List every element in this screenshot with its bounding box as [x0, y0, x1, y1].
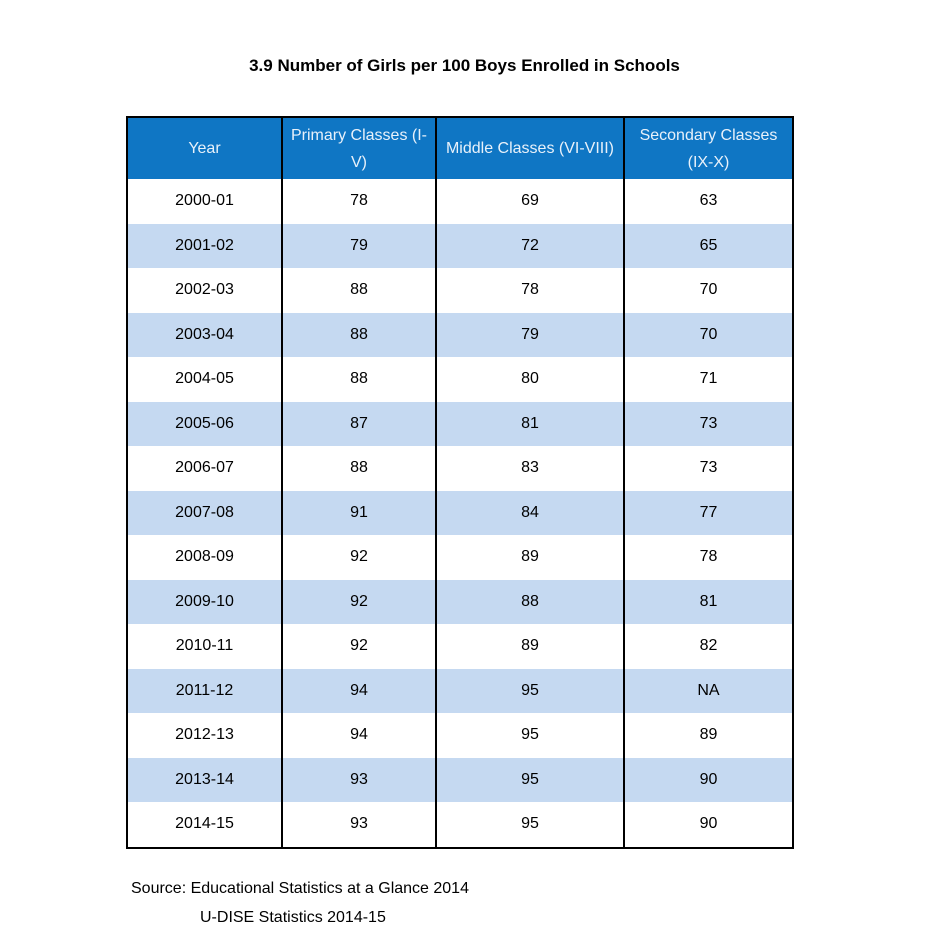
cell-middle: 95: [435, 802, 625, 849]
cell-year: 2004-05: [126, 357, 283, 402]
cell-primary: 88: [281, 446, 437, 491]
table-row: 2011-12 94 95 NA: [126, 668, 794, 713]
cell-secondary: 90: [623, 757, 794, 802]
cell-secondary: 82: [623, 624, 794, 669]
table-row: 2005-06 87 81 73: [126, 401, 794, 446]
cell-middle: 95: [435, 713, 625, 758]
header-primary: Primary Classes (I-V): [281, 116, 437, 179]
header-middle: Middle Classes (VI-VIII): [435, 116, 625, 179]
cell-secondary: 89: [623, 713, 794, 758]
cell-middle: 95: [435, 757, 625, 802]
cell-primary: 88: [281, 357, 437, 402]
cell-year: 2006-07: [126, 446, 283, 491]
table-row: 2007-08 91 84 77: [126, 490, 794, 535]
cell-year: 2012-13: [126, 713, 283, 758]
cell-middle: 69: [435, 179, 625, 224]
cell-primary: 78: [281, 179, 437, 224]
cell-secondary: 71: [623, 357, 794, 402]
cell-middle: 89: [435, 624, 625, 669]
cell-middle: 83: [435, 446, 625, 491]
cell-secondary: 70: [623, 268, 794, 313]
cell-secondary: 70: [623, 312, 794, 357]
header-year: Year: [126, 116, 283, 179]
cell-primary: 93: [281, 757, 437, 802]
table-row: 2003-04 88 79 70: [126, 312, 794, 357]
cell-primary: 92: [281, 579, 437, 624]
cell-middle: 78: [435, 268, 625, 313]
cell-year: 2007-08: [126, 490, 283, 535]
cell-primary: 88: [281, 268, 437, 313]
cell-primary: 93: [281, 802, 437, 849]
cell-primary: 88: [281, 312, 437, 357]
cell-year: 2008-09: [126, 535, 283, 580]
source-line-1: Source: Educational Statistics at a Glan…: [131, 880, 469, 897]
cell-year: 2003-04: [126, 312, 283, 357]
cell-secondary: 73: [623, 401, 794, 446]
cell-middle: 88: [435, 579, 625, 624]
cell-primary: 94: [281, 713, 437, 758]
cell-secondary: 78: [623, 535, 794, 580]
table-row: 2009-10 92 88 81: [126, 579, 794, 624]
cell-year: 2011-12: [126, 668, 283, 713]
cell-year: 2002-03: [126, 268, 283, 313]
cell-middle: 79: [435, 312, 625, 357]
cell-primary: 92: [281, 624, 437, 669]
cell-middle: 81: [435, 401, 625, 446]
cell-secondary: 63: [623, 179, 794, 224]
cell-secondary: NA: [623, 668, 794, 713]
cell-middle: 84: [435, 490, 625, 535]
table-row: 2001-02 79 72 65: [126, 223, 794, 268]
cell-secondary: 77: [623, 490, 794, 535]
cell-year: 2009-10: [126, 579, 283, 624]
cell-middle: 95: [435, 668, 625, 713]
table-row: 2012-13 94 95 89: [126, 713, 794, 758]
cell-middle: 72: [435, 223, 625, 268]
source-note: Source: Educational Statistics at a Glan…: [131, 874, 469, 932]
enrollment-table: Year Primary Classes (I-V) Middle Classe…: [126, 116, 794, 849]
table-row: 2006-07 88 83 73: [126, 446, 794, 491]
cell-primary: 87: [281, 401, 437, 446]
cell-middle: 80: [435, 357, 625, 402]
table-row: 2002-03 88 78 70: [126, 268, 794, 313]
table-row: 2014-15 93 95 90: [126, 802, 794, 849]
cell-primary: 92: [281, 535, 437, 580]
table-row: 2010-11 92 89 82: [126, 624, 794, 669]
table-row: 2000-01 78 69 63: [126, 179, 794, 224]
cell-year: 2000-01: [126, 179, 283, 224]
cell-year: 2001-02: [126, 223, 283, 268]
cell-secondary: 73: [623, 446, 794, 491]
cell-year: 2013-14: [126, 757, 283, 802]
cell-year: 2005-06: [126, 401, 283, 446]
cell-secondary: 65: [623, 223, 794, 268]
header-secondary: Secondary Classes (IX-X): [623, 116, 794, 179]
table-header-row: Year Primary Classes (I-V) Middle Classe…: [126, 116, 794, 179]
cell-primary: 94: [281, 668, 437, 713]
cell-secondary: 81: [623, 579, 794, 624]
cell-primary: 91: [281, 490, 437, 535]
table-row: 2004-05 88 80 71: [126, 357, 794, 402]
cell-year: 2010-11: [126, 624, 283, 669]
cell-secondary: 90: [623, 802, 794, 849]
source-line-2: U-DISE Statistics 2014-15: [200, 909, 386, 926]
cell-primary: 79: [281, 223, 437, 268]
table-row: 2013-14 93 95 90: [126, 757, 794, 802]
cell-year: 2014-15: [126, 802, 283, 849]
table-row: 2008-09 92 89 78: [126, 535, 794, 580]
page-title: 3.9 Number of Girls per 100 Boys Enrolle…: [249, 56, 680, 75]
cell-middle: 89: [435, 535, 625, 580]
